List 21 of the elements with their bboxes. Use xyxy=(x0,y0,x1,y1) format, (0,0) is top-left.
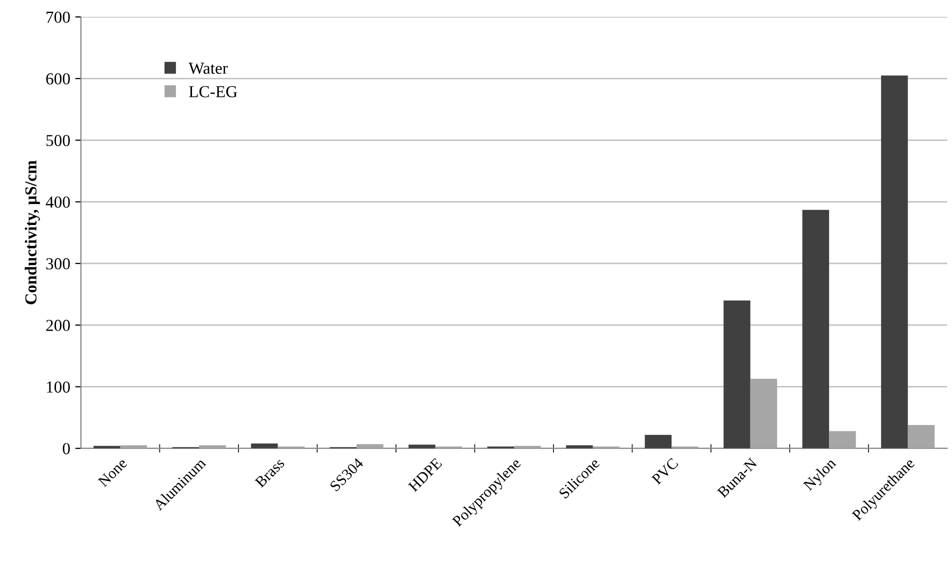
y-tick-label: 0 xyxy=(62,443,70,454)
bar xyxy=(251,443,278,448)
y-tick-label: 500 xyxy=(46,134,70,146)
y-tick-label: 300 xyxy=(46,258,70,270)
y-tick-label: 100 xyxy=(46,381,70,393)
y-tick-label: 400 xyxy=(46,196,70,208)
legend-label: Water xyxy=(188,62,228,74)
y-tick-label: 600 xyxy=(46,73,70,85)
bar xyxy=(750,378,778,448)
bar xyxy=(908,424,935,448)
bar xyxy=(802,210,830,448)
legend-label: LC-EG xyxy=(189,86,238,98)
y-tick-label: 200 xyxy=(46,320,70,332)
bar xyxy=(408,444,436,448)
bar xyxy=(356,444,384,448)
bar xyxy=(644,434,672,448)
bar xyxy=(724,300,750,448)
y-tick-label: 700 xyxy=(46,12,70,23)
bar xyxy=(829,431,856,448)
bar xyxy=(881,75,908,448)
y-axis-title: Conductivity, µS/cm xyxy=(24,160,40,304)
